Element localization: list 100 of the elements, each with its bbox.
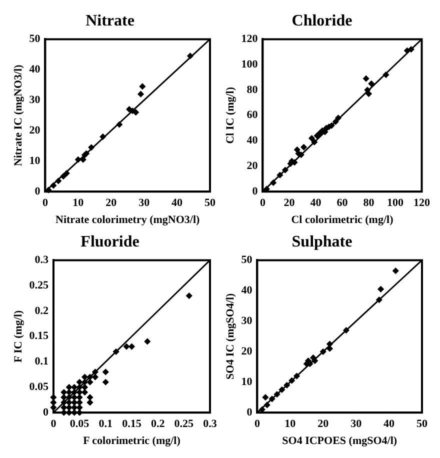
x-tick-label: 0.05	[70, 418, 90, 430]
point	[282, 166, 288, 174]
point	[332, 118, 339, 125]
chart-title: Nitrate	[86, 12, 134, 30]
x-tick-label: 40	[172, 197, 184, 210]
point	[71, 399, 78, 406]
point	[60, 389, 67, 396]
point	[66, 399, 72, 406]
point	[378, 286, 384, 292]
point	[320, 348, 326, 355]
point	[71, 384, 78, 390]
point	[82, 389, 88, 396]
x-tick-label: 10	[284, 418, 296, 430]
y-tick-label: 20	[241, 345, 253, 358]
point	[60, 173, 66, 180]
point	[294, 372, 300, 380]
y-tick-label: 80	[246, 84, 258, 96]
point	[82, 374, 88, 380]
x-tick-label: 10	[72, 197, 84, 210]
point	[92, 368, 98, 376]
point	[326, 345, 333, 352]
point	[55, 178, 62, 184]
y-tick-label: 0	[34, 185, 41, 198]
point	[268, 396, 276, 402]
point	[328, 122, 335, 129]
y-tick-label: 0.3	[34, 254, 49, 266]
x-tick-label: 0.1	[98, 418, 113, 430]
y-tick-label: 60	[246, 109, 258, 122]
point	[86, 399, 94, 406]
x-tick-label: 20	[318, 418, 330, 430]
point	[382, 72, 390, 78]
x-tick-label: 0.25	[174, 418, 194, 430]
chart-title: Sulphate	[292, 234, 352, 251]
point	[144, 338, 150, 345]
x-tick-label: 120	[414, 197, 430, 210]
point	[128, 343, 135, 350]
point	[76, 389, 83, 396]
x-tick-label: 0.3	[203, 418, 218, 430]
y-tick-label: 20	[29, 124, 41, 136]
y-axis-title: Nitrate IC (mgNO3/l)	[12, 64, 24, 166]
point	[335, 114, 342, 122]
point	[71, 404, 78, 411]
point	[300, 144, 307, 150]
y-tick-label: 40	[246, 134, 258, 147]
point	[82, 379, 88, 386]
y-axis-title: Cl IC (mg/l)	[224, 86, 236, 144]
y-tick-label: 0	[252, 185, 258, 198]
chart-title: Chloride	[292, 12, 352, 30]
point	[100, 134, 106, 140]
point	[102, 379, 109, 386]
point	[139, 83, 146, 90]
x-tick-label: 30	[138, 197, 150, 210]
point	[366, 90, 372, 97]
point	[66, 394, 72, 400]
point	[80, 156, 86, 163]
x-tick-label: 60	[336, 197, 348, 210]
point	[368, 80, 374, 87]
point	[86, 394, 94, 400]
point	[187, 52, 194, 60]
point	[76, 384, 83, 390]
point	[76, 394, 83, 400]
point	[86, 374, 94, 380]
y-tick-label: 40	[241, 284, 253, 297]
point	[278, 386, 286, 393]
point	[88, 144, 94, 151]
point	[66, 384, 72, 390]
point	[274, 391, 280, 398]
point	[376, 296, 382, 303]
y-tick-label: 0.25	[29, 279, 49, 292]
x-tick-label: 50	[416, 418, 428, 430]
point	[92, 374, 98, 380]
x-tick-label: 20	[106, 197, 118, 210]
point	[186, 292, 192, 299]
point	[284, 382, 290, 388]
y-tick-label: 0.05	[29, 381, 49, 394]
x-tick-label: 100	[386, 197, 404, 210]
point	[270, 180, 276, 186]
point	[60, 394, 67, 400]
point	[343, 327, 350, 334]
point	[264, 402, 270, 408]
x-tick-label: 80	[363, 197, 375, 210]
point	[50, 399, 57, 406]
point	[60, 404, 67, 411]
x-tick-label: 20	[284, 197, 296, 210]
y-tick-label: 0.1	[34, 356, 48, 368]
y-tick-label: 20	[246, 160, 258, 172]
point	[45, 186, 52, 194]
x-tick-label: 0.15	[122, 418, 142, 430]
chart-title: Fluoride	[80, 234, 140, 251]
point	[76, 379, 83, 386]
point	[308, 135, 315, 142]
y-tick-label: 100	[241, 58, 258, 70]
y-tick-label: 0	[246, 406, 253, 418]
point	[362, 75, 370, 82]
y-tick-label: 50	[29, 33, 41, 46]
point	[116, 121, 122, 128]
point	[76, 399, 83, 406]
y-tick-label: 0.2	[34, 304, 49, 317]
point	[326, 340, 333, 348]
y-tick-label: 120	[241, 33, 258, 46]
